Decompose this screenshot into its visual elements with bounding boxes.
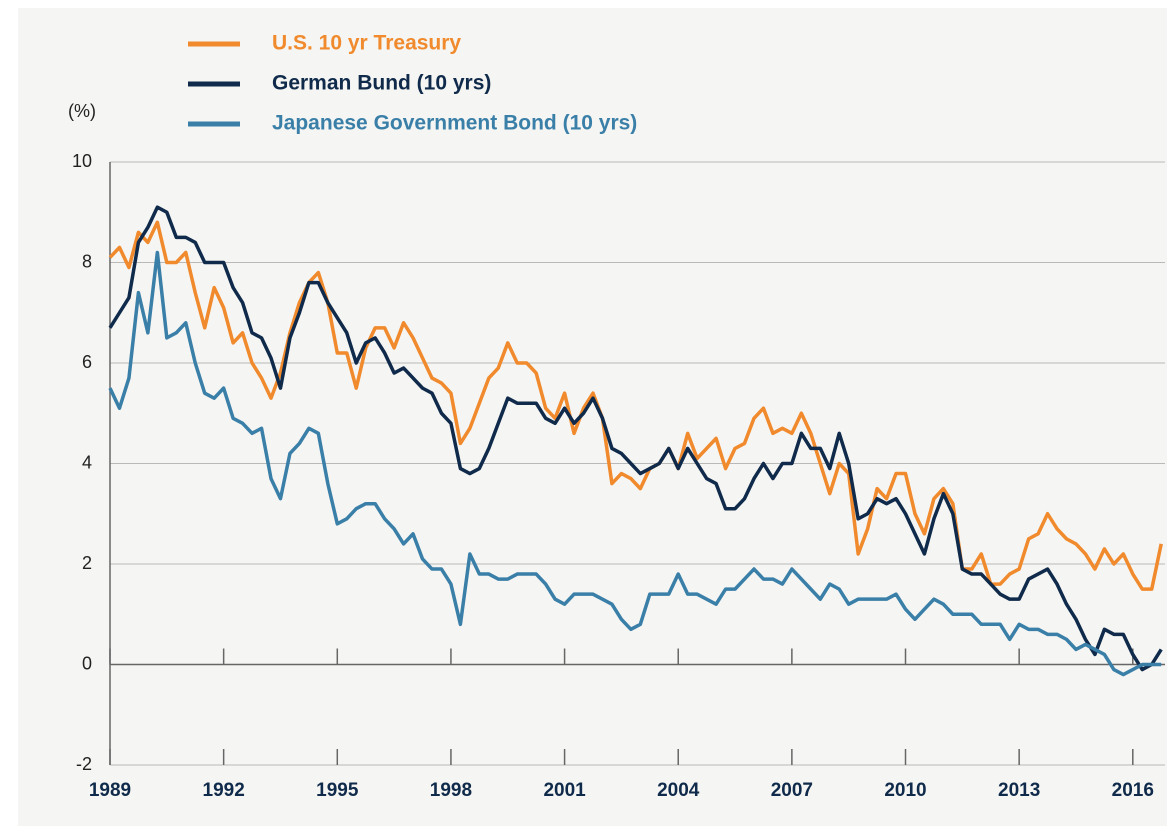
x-tick-label: 1989 bbox=[89, 780, 131, 801]
y-tick-label: 10 bbox=[72, 151, 92, 171]
x-tick-label: 2001 bbox=[543, 780, 586, 801]
y-tick-label: 4 bbox=[82, 452, 92, 472]
y-tick-label: 0 bbox=[82, 653, 92, 673]
x-tick-label: 1995 bbox=[316, 780, 359, 801]
x-tick-label: 2007 bbox=[771, 780, 813, 801]
line-series bbox=[108, 205, 1163, 672]
legend-label: U.S. 10 yr Treasury bbox=[272, 32, 461, 55]
line-series bbox=[108, 220, 1163, 591]
y-axis-label: (%) bbox=[68, 101, 96, 121]
line-series bbox=[108, 250, 1162, 677]
y-tick-label: 2 bbox=[82, 553, 92, 573]
x-tick-label: 1992 bbox=[203, 780, 245, 801]
x-tick-label: 2016 bbox=[1112, 780, 1154, 801]
x-tick-label: 2004 bbox=[657, 780, 700, 801]
legend-label: Japanese Government Bond (10 yrs) bbox=[272, 112, 637, 135]
legend-label: German Bund (10 yrs) bbox=[272, 72, 491, 95]
y-tick-label: 8 bbox=[82, 251, 92, 271]
x-tick-label: 2013 bbox=[998, 780, 1040, 801]
y-tick-label: 6 bbox=[82, 352, 92, 372]
x-tick-label: 2010 bbox=[884, 780, 926, 801]
x-tick-label: 1998 bbox=[430, 780, 472, 801]
chart-background bbox=[18, 8, 1167, 826]
y-tick-label: -2 bbox=[76, 754, 92, 774]
